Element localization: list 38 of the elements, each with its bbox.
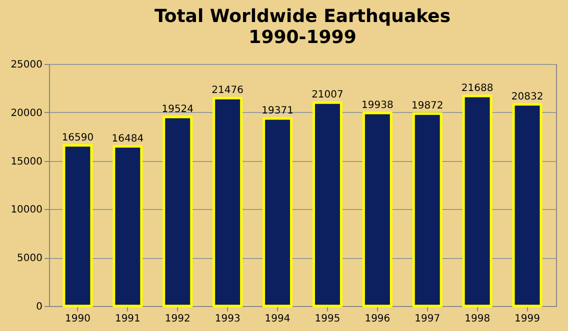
y-tick-label: 20000 xyxy=(10,108,42,119)
data-label: 19524 xyxy=(162,104,194,116)
data-label: 20832 xyxy=(511,91,544,102)
bar xyxy=(212,96,243,308)
bar xyxy=(262,117,293,308)
y-tick-label: 15000 xyxy=(10,156,42,168)
chart-title: Total Worldwide Earthquakes xyxy=(154,6,451,27)
x-tick-label: 1994 xyxy=(264,314,290,324)
data-label: 16590 xyxy=(62,132,94,144)
data-label: 21007 xyxy=(312,90,344,101)
chart-subtitle: 1990-1999 xyxy=(248,27,356,48)
y-tick-label: 5000 xyxy=(17,253,42,264)
bar xyxy=(62,144,93,308)
bar xyxy=(162,116,193,308)
x-tick-label: 1997 xyxy=(414,314,440,324)
x-tick-label: 1998 xyxy=(464,314,490,324)
data-label: 19938 xyxy=(362,100,394,111)
data-label: 21476 xyxy=(212,85,244,96)
y-tick-label: 25000 xyxy=(10,60,42,70)
x-tick-label: 1993 xyxy=(214,314,240,324)
x-tick-label: 1992 xyxy=(164,314,190,324)
bar xyxy=(412,112,442,308)
x-tick-label: 1995 xyxy=(314,314,340,324)
y-tick-label: 10000 xyxy=(10,204,42,216)
y-tick-label: 0 xyxy=(36,302,42,312)
x-tick-label: 1990 xyxy=(64,314,90,324)
data-label: 19371 xyxy=(262,105,294,116)
data-label: 19872 xyxy=(411,100,444,112)
x-tick-label: 1991 xyxy=(114,314,140,324)
bar xyxy=(512,103,542,308)
bar xyxy=(462,94,492,308)
bar xyxy=(112,145,143,308)
x-tick-label: 1999 xyxy=(514,314,540,324)
bar xyxy=(312,101,342,308)
data-label: 21688 xyxy=(461,83,494,94)
bar xyxy=(362,112,392,308)
data-label: 16484 xyxy=(112,133,144,144)
x-tick-label: 1996 xyxy=(364,314,390,324)
